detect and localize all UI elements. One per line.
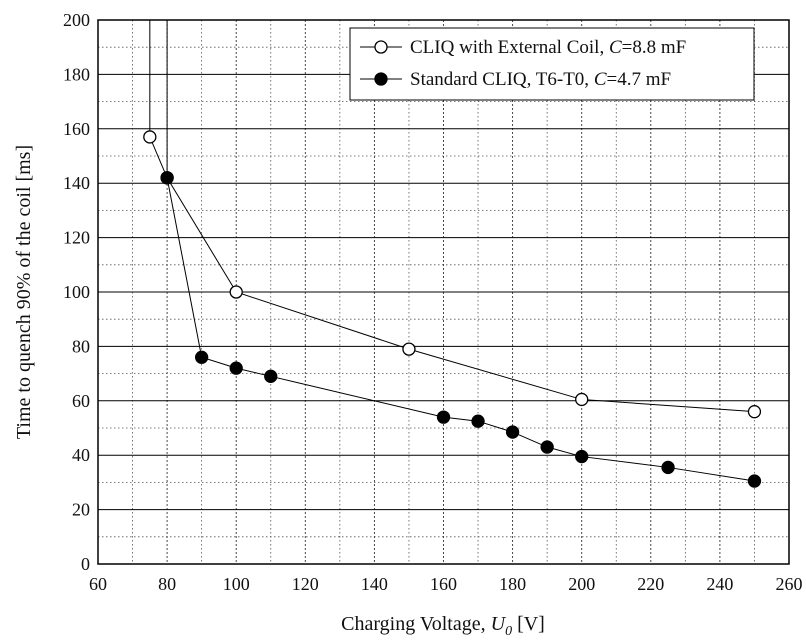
data-point-series-1 — [747, 474, 762, 488]
x-tick-label: 240 — [706, 574, 733, 594]
data-point-series-1 — [471, 414, 485, 428]
y-tick-label: 180 — [63, 64, 90, 84]
legend: CLIQ with External Coil, C=8.8 mF Standa… — [349, 27, 755, 101]
y-tick-label: 200 — [63, 10, 90, 30]
x-tick-label: 160 — [430, 574, 457, 594]
x-tick-label: 260 — [776, 574, 803, 594]
data-point-series-0 — [747, 405, 762, 419]
y-tick-label: 100 — [63, 282, 90, 302]
y-tick-label: 40 — [72, 445, 90, 465]
x-tick-labels: 60 80 100 120 140 160 180 200 220 240 260 — [89, 574, 803, 594]
x-tick-label: 120 — [292, 574, 319, 594]
data-point-series-1 — [575, 449, 589, 464]
y-tick-label: 140 — [63, 173, 90, 193]
data-point-series-1 — [661, 460, 675, 475]
y-tick-label: 160 — [63, 119, 90, 139]
data-point-series-1 — [264, 369, 278, 383]
x-tick-label: 60 — [89, 574, 107, 594]
y-tick-label: 0 — [81, 554, 90, 574]
data-point-series-1 — [160, 171, 174, 185]
x-tick-label: 140 — [361, 574, 388, 594]
plot-frame — [97, 19, 790, 565]
series-line-0 — [149, 136, 755, 413]
data-point-series-0 — [143, 130, 157, 144]
y-tick-label: 80 — [72, 336, 90, 356]
data-point-series-1 — [229, 361, 243, 375]
y-tick-labels: 0 20 40 60 80 100 120 140 160 180 200 — [63, 10, 90, 574]
x-tick-label: 80 — [158, 574, 176, 594]
x-tick-label: 220 — [637, 574, 664, 594]
data-point-series-0 — [229, 285, 243, 299]
vertical-guide-lines — [149, 20, 168, 178]
data-point-series-1 — [505, 425, 520, 439]
y-tick-label: 20 — [72, 500, 90, 520]
data-point-series-1 — [436, 410, 451, 424]
x-tick-label: 100 — [223, 574, 250, 594]
y-tick-label: 60 — [72, 391, 90, 411]
x-tick-label: 200 — [568, 574, 595, 594]
data-point-series-0 — [402, 342, 416, 356]
y-axis-title: Time to quench 90% of the coil [ms] — [13, 145, 35, 439]
data-point-series-1 — [194, 350, 209, 364]
data-point-series-1 — [540, 440, 554, 454]
legend-label-standard-cliq: Standard CLIQ, T6-T0, C=4.7 mF — [410, 69, 671, 90]
x-tick-label: 180 — [499, 574, 526, 594]
legend-label-external-coil: CLIQ with External Coil, C=8.8 mF — [410, 37, 686, 58]
data-point-series-0 — [575, 392, 589, 407]
legend-marker-standard-cliq — [374, 72, 388, 86]
x-axis-title: Charging Voltage, U0 [V] — [341, 613, 545, 639]
legend-marker-external-coil — [374, 40, 388, 54]
y-tick-label: 120 — [63, 228, 90, 248]
legend-box — [349, 27, 755, 101]
series-markers — [143, 130, 762, 488]
